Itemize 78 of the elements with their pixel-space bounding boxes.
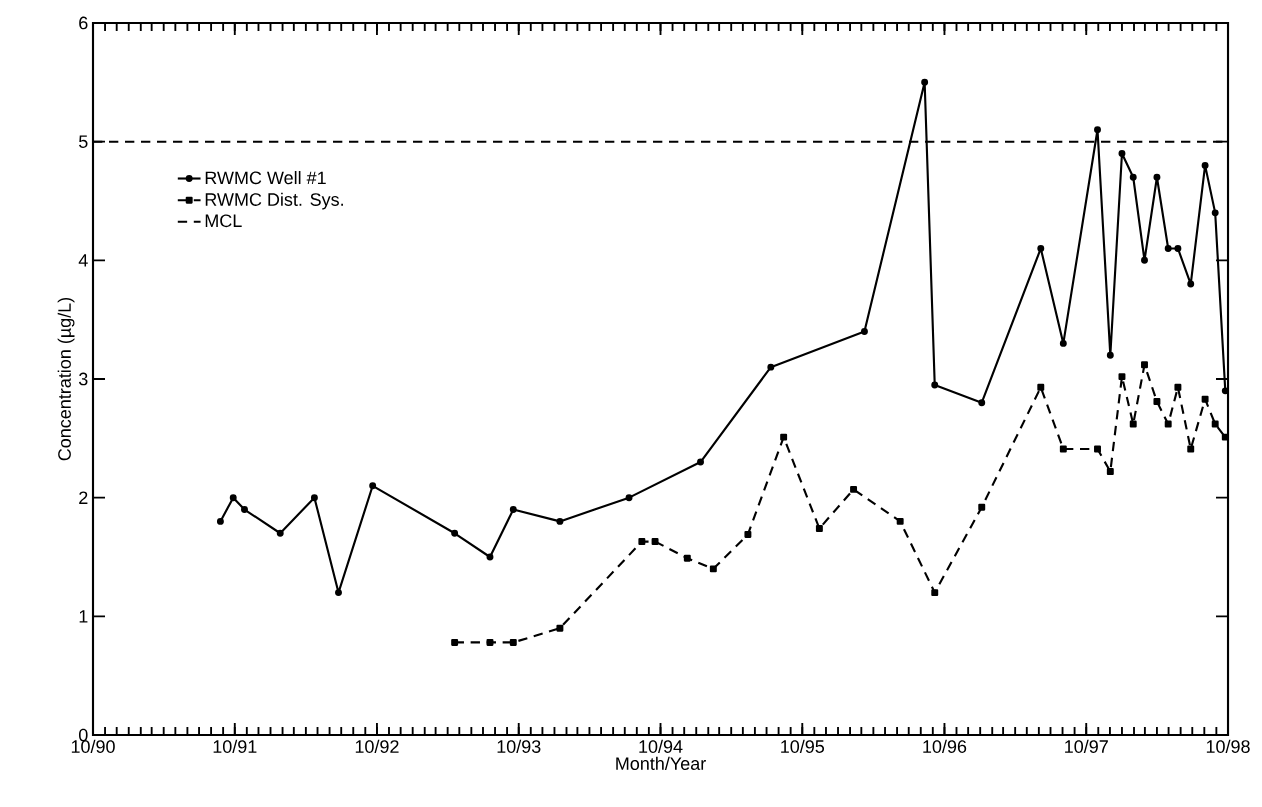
point <box>1094 126 1101 134</box>
x-tick-label: 10/96 <box>923 739 967 753</box>
point <box>1141 361 1148 369</box>
point <box>1187 280 1195 288</box>
point <box>451 529 459 537</box>
point <box>1174 244 1182 252</box>
point <box>767 363 775 371</box>
point <box>931 381 939 389</box>
legend-label: MCL <box>205 214 242 228</box>
point <box>651 538 659 546</box>
point <box>625 494 633 502</box>
y-tick-label: 4 <box>78 254 88 267</box>
point <box>1201 395 1209 403</box>
point <box>1106 351 1114 359</box>
point <box>241 506 248 513</box>
point <box>744 530 752 538</box>
point <box>310 494 318 502</box>
x-tick-label: 10/91 <box>213 739 257 753</box>
point <box>1037 244 1045 252</box>
point <box>1187 445 1195 453</box>
point <box>931 589 939 597</box>
point <box>850 485 858 493</box>
point <box>638 538 646 546</box>
point <box>978 399 986 407</box>
point <box>335 589 342 597</box>
y-tick-label: 5 <box>78 135 88 148</box>
y-tick-label: 2 <box>79 491 88 504</box>
legend-label: RWMC Dist. Sys. <box>205 192 343 210</box>
y-axis-title: Concentration (µg/L) <box>57 297 75 461</box>
point <box>1153 173 1161 181</box>
point <box>451 638 459 646</box>
y-tick-label: 6 <box>79 16 88 30</box>
x-tick-label: 10/97 <box>1065 739 1108 753</box>
point <box>229 494 237 502</box>
point <box>896 517 904 525</box>
point <box>780 433 788 441</box>
x-tick-label: 10/98 <box>1206 739 1250 753</box>
point <box>1037 383 1045 391</box>
point <box>1174 383 1182 391</box>
legend-label: RWMC Well #1 <box>205 170 326 185</box>
point <box>1129 173 1137 181</box>
point <box>815 525 823 532</box>
point <box>978 503 986 511</box>
point <box>921 78 929 86</box>
x-tick-label: 10/92 <box>355 739 399 753</box>
y-tick-label: 3 <box>78 372 88 386</box>
point <box>1153 398 1161 406</box>
point <box>1118 373 1126 381</box>
x-tick-label: 10/95 <box>781 739 825 753</box>
point <box>1211 420 1219 428</box>
point <box>1141 256 1148 264</box>
point <box>1129 420 1137 428</box>
point <box>1059 445 1067 453</box>
point <box>556 517 564 525</box>
point <box>1164 244 1172 252</box>
point <box>1118 150 1126 157</box>
point <box>509 638 517 646</box>
point <box>697 458 704 466</box>
point <box>509 506 517 513</box>
point <box>556 624 564 632</box>
point <box>1211 209 1219 217</box>
y-tick-label: 1 <box>79 610 88 623</box>
x-tick-label: 10/93 <box>497 739 541 753</box>
x-axis-title: Month/Year <box>616 756 706 770</box>
point <box>1094 445 1101 453</box>
point <box>1201 161 1209 169</box>
point <box>216 517 224 525</box>
x-tick-label: 10/94 <box>639 739 683 753</box>
point <box>860 328 868 335</box>
point <box>276 529 284 537</box>
point <box>683 554 691 562</box>
point <box>709 565 717 573</box>
point <box>1059 339 1067 347</box>
point <box>1164 420 1172 428</box>
point <box>369 482 377 490</box>
point <box>486 553 494 561</box>
point <box>486 638 494 646</box>
point <box>1106 468 1114 476</box>
